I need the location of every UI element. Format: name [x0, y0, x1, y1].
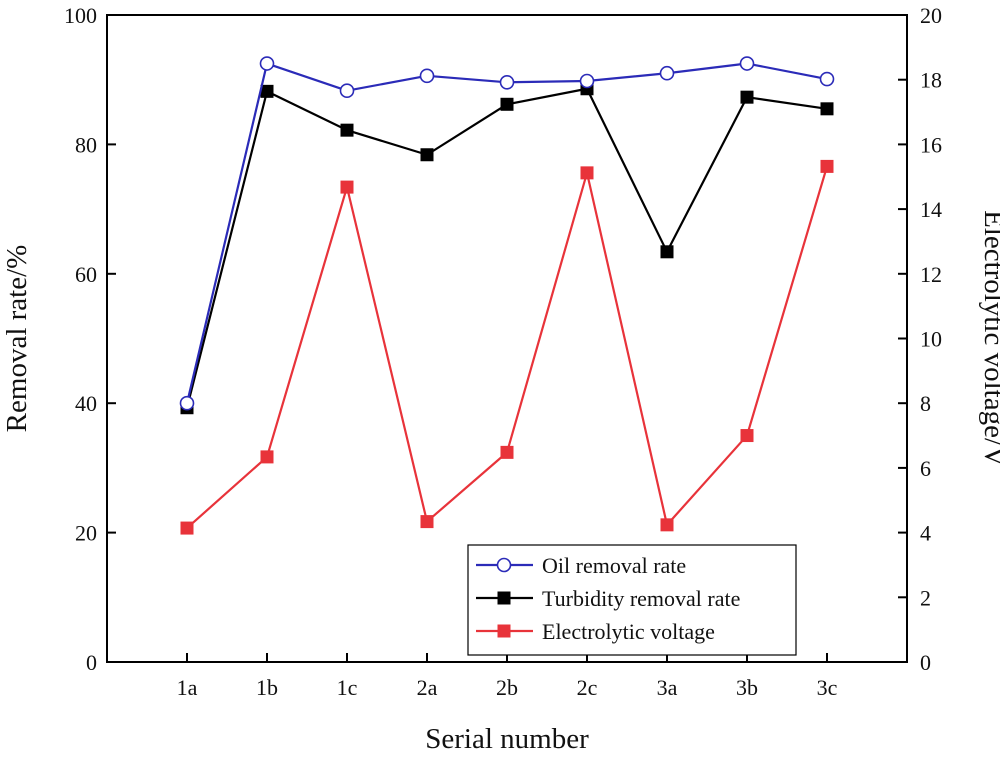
data-point-turbidity-removal-rate	[500, 97, 514, 111]
x-tick-label: 1b	[256, 675, 278, 700]
data-point-turbidity-removal-rate	[420, 148, 434, 162]
x-tick-label: 1a	[177, 675, 198, 700]
legend-marker-turbidity-removal-rate	[497, 591, 511, 605]
y-right-tick-label: 18	[920, 68, 942, 93]
data-point-turbidity-removal-rate	[740, 90, 754, 104]
x-tick-label: 2a	[417, 675, 438, 700]
data-point-electrolytic-voltage	[340, 180, 354, 194]
legend-label-turbidity-removal-rate: Turbidity removal rate	[542, 586, 740, 611]
y-left-tick-label: 80	[75, 132, 97, 157]
data-point-oil-removal-rate	[419, 68, 435, 84]
data-point-turbidity-removal-rate	[660, 245, 674, 259]
data-point-electrolytic-voltage	[740, 429, 754, 443]
y-right-tick-label: 6	[920, 456, 931, 481]
data-point-oil-removal-rate	[819, 71, 835, 87]
data-point-electrolytic-voltage	[180, 521, 194, 535]
data-point-oil-removal-rate	[339, 83, 355, 98]
series-electrolytic-voltage	[180, 159, 834, 535]
data-point-electrolytic-voltage	[420, 515, 434, 529]
y-left-tick-label: 20	[75, 521, 97, 546]
x-tick-label: 3c	[817, 675, 838, 700]
data-point-oil-removal-rate	[259, 56, 275, 71]
x-axis-title: Serial number	[425, 723, 589, 755]
data-point-turbidity-removal-rate	[260, 84, 274, 98]
y-left-axis-title: Removal rate/%	[1, 245, 33, 433]
y-right-tick-label: 4	[920, 521, 931, 546]
legend-box	[467, 544, 797, 656]
data-point-electrolytic-voltage	[580, 166, 594, 180]
y-right-tick-label: 2	[920, 585, 931, 610]
y-right-tick-label: 14	[920, 197, 942, 222]
y-left-tick-label: 0	[86, 650, 97, 675]
y-left-tick-label: 60	[75, 262, 97, 287]
data-point-turbidity-removal-rate	[820, 102, 834, 116]
y-right-tick-label: 10	[920, 327, 942, 352]
data-point-turbidity-removal-rate	[340, 123, 354, 137]
data-point-electrolytic-voltage	[820, 159, 834, 173]
y-left-tick-label: 100	[64, 3, 97, 28]
y-right-tick-label: 20	[920, 3, 942, 28]
y-right-tick-label: 8	[920, 391, 931, 416]
series-oil-removal-rate	[179, 56, 835, 411]
y-right-tick-label: 16	[920, 132, 942, 157]
x-tick-label: 1c	[337, 675, 358, 700]
legend-label-electrolytic-voltage: Electrolytic voltage	[542, 619, 715, 644]
data-point-electrolytic-voltage	[660, 518, 674, 532]
y-left-tick-label: 40	[75, 391, 97, 416]
x-tick-label: 2b	[496, 675, 518, 700]
x-tick-label: 3b	[736, 675, 758, 700]
x-tick-label: 3a	[657, 675, 678, 700]
data-point-oil-removal-rate	[499, 74, 515, 90]
data-point-oil-removal-rate	[739, 56, 755, 71]
data-point-electrolytic-voltage	[500, 445, 514, 459]
series-line-oil-removal-rate	[185, 62, 828, 404]
data-point-oil-removal-rate	[659, 65, 675, 81]
y-right-tick-label: 0	[920, 650, 931, 675]
series-line-electrolytic-voltage	[186, 166, 829, 529]
x-tick-label: 2c	[577, 675, 598, 700]
series-turbidity-removal-rate	[180, 82, 834, 415]
legend-marker-oil-removal-rate	[496, 557, 512, 573]
legend-label-oil-removal-rate: Oil removal rate	[542, 553, 686, 578]
data-point-oil-removal-rate	[179, 395, 195, 411]
y-right-tick-label: 12	[920, 262, 942, 287]
data-point-electrolytic-voltage	[260, 450, 274, 464]
y-right-axis-title: Electrolytic voltage/V	[978, 210, 1000, 467]
legend-marker-electrolytic-voltage	[497, 624, 511, 638]
data-point-oil-removal-rate	[579, 73, 595, 89]
series-line-turbidity-removal-rate	[185, 87, 828, 408]
